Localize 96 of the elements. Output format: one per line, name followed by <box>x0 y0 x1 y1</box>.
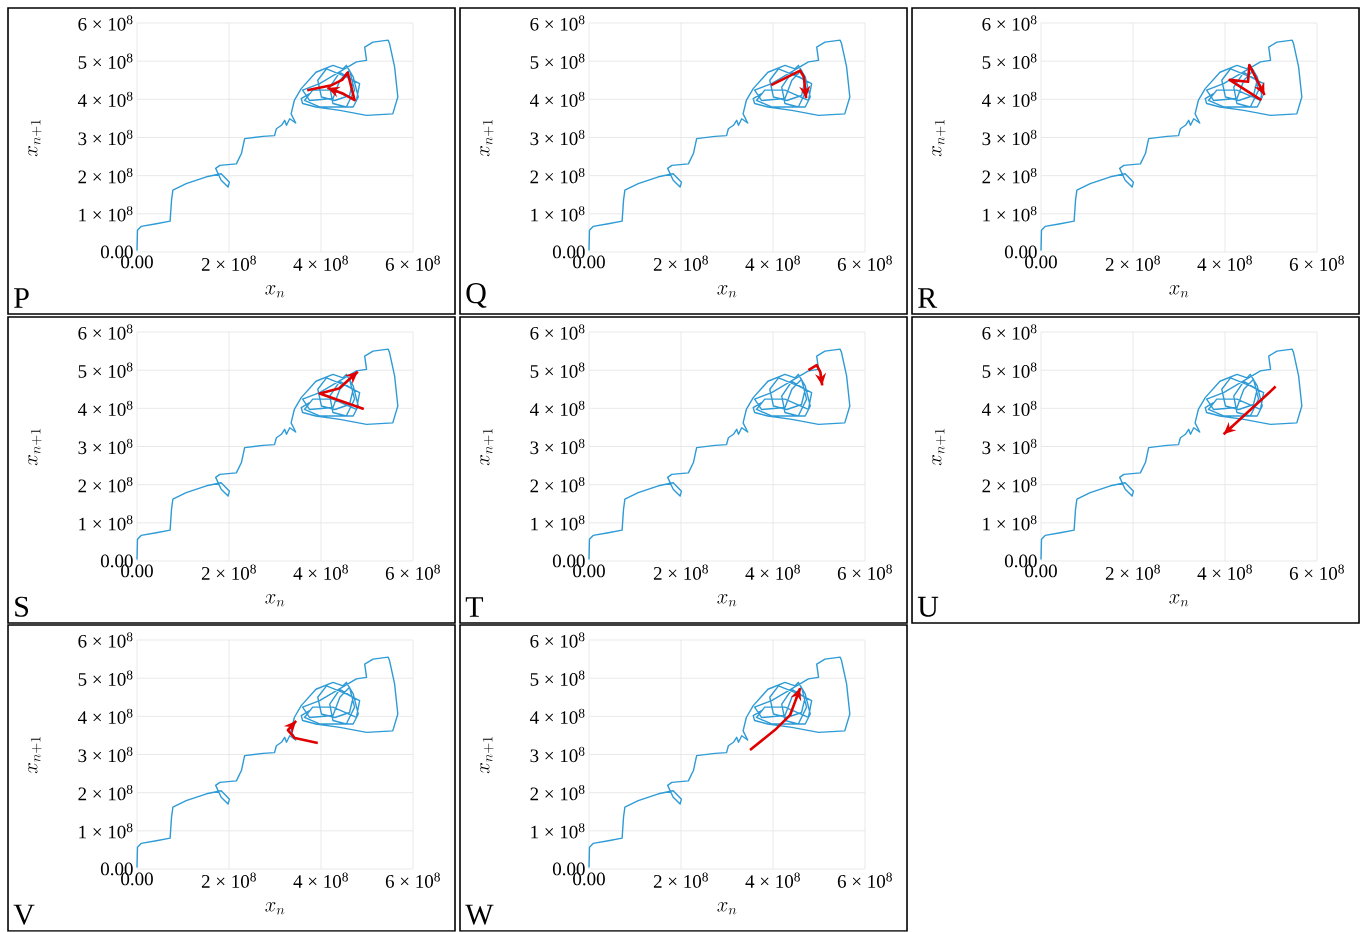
y-tick-label: 1 × 10$^{8}$ <box>79 515 133 531</box>
x-tick-label: 2 × 10$^{8}$ <box>201 564 256 580</box>
text: U <box>917 596 939 617</box>
y-axis-title: $x_{n+1}$ <box>480 429 494 466</box>
y-tick-label: 1 × 10$^{8}$ <box>531 823 585 839</box>
y-tick-label: 1 × 10$^{8}$ <box>79 206 133 222</box>
y-tick-label: 5 × 10$^{8}$ <box>982 53 1037 69</box>
y-tick-label: 3 × 10$^{8}$ <box>982 129 1037 146</box>
text: V <box>13 904 35 925</box>
x-axis-title: $x_n$ <box>717 594 737 607</box>
x-tick-label: 4 × 10$^{8}$ <box>1197 255 1252 271</box>
y-axis-title: $x_{n+1}$ <box>28 737 42 774</box>
y-tick-label: 6 × 10$^{8}$ <box>78 324 133 340</box>
y-tick-label: 2 × 10$^{8}$ <box>530 785 585 801</box>
y-axis-title: $x_{n+1}$ <box>28 120 42 157</box>
y-tick-label: 2 × 10$^{8}$ <box>530 168 585 184</box>
y-tick-label: 6 × 10$^{8}$ <box>530 632 585 648</box>
y-tick-label: 6 × 10$^{8}$ <box>78 15 133 31</box>
y-tick-label: 1 × 10$^{8}$ <box>531 515 585 531</box>
x-tick-label: 6 × 10$^{8}$ <box>385 872 440 888</box>
y-tick-label: 1 × 10$^{8}$ <box>79 823 133 839</box>
x-axis-title: $x_n$ <box>265 902 285 915</box>
x-tick-label: 2 × 10$^{8}$ <box>653 872 708 888</box>
y-tick-label: 3 × 10$^{8}$ <box>530 438 585 455</box>
y-axis-title: $x_{n+1}$ <box>480 120 494 157</box>
y-tick-label: 3 × 10$^{8}$ <box>982 438 1037 455</box>
text: R <box>918 288 938 308</box>
x-axis-title: $x_n$ <box>717 285 737 298</box>
y-tick-label: 1 × 10$^{8}$ <box>531 206 585 222</box>
text: S <box>15 596 29 617</box>
y-tick-label: 3 × 10$^{8}$ <box>78 438 133 455</box>
y-tick-label: 5 × 10$^{8}$ <box>530 362 585 378</box>
x-tick-label: 2 × 10$^{8}$ <box>1105 564 1160 580</box>
y-tick-label: 2 × 10$^{8}$ <box>982 477 1037 493</box>
y-tick-label: 4 × 10$^{8}$ <box>981 91 1037 108</box>
x-tick-label: 4 × 10$^{8}$ <box>293 564 348 580</box>
y-tick-label: 4 × 10$^{8}$ <box>981 400 1037 417</box>
y-tick-label: 1 × 10$^{8}$ <box>983 515 1037 531</box>
y-tick-label: 4 × 10$^{8}$ <box>77 91 133 108</box>
y-tick-label: 6 × 10$^{8}$ <box>530 15 585 31</box>
x-tick-label: 4 × 10$^{8}$ <box>745 564 800 580</box>
x-tick-label: 4 × 10$^{8}$ <box>745 255 800 271</box>
x-tick-label: 2 × 10$^{8}$ <box>653 255 708 271</box>
x-tick-label: 6 × 10$^{8}$ <box>837 564 892 580</box>
x-tick-label: 2 × 10$^{8}$ <box>201 872 256 888</box>
x-tick-label: 4 × 10$^{8}$ <box>293 872 348 888</box>
y-tick-label: 6 × 10$^{8}$ <box>982 324 1037 340</box>
text: T <box>465 597 484 617</box>
y-tick-label: 3 × 10$^{8}$ <box>530 129 585 146</box>
y-tick-label: 5 × 10$^{8}$ <box>78 670 133 686</box>
x-tick-label: 6 × 10$^{8}$ <box>837 872 892 888</box>
y-tick-label: 4 × 10$^{8}$ <box>77 708 133 725</box>
y-tick-label: 4 × 10$^{8}$ <box>529 91 585 108</box>
y-tick-label: 4 × 10$^{8}$ <box>529 708 585 725</box>
y-tick-label: 2 × 10$^{8}$ <box>982 168 1037 184</box>
x-tick-label: 2 × 10$^{8}$ <box>1105 255 1160 271</box>
x-tick-label: 6 × 10$^{8}$ <box>837 255 892 271</box>
text: P <box>14 288 29 308</box>
x-tick-label: 4 × 10$^{8}$ <box>745 872 800 888</box>
x-axis-title: $x_n$ <box>265 594 285 607</box>
y-tick-label: 5 × 10$^{8}$ <box>530 670 585 686</box>
x-tick-label: 2 × 10$^{8}$ <box>653 564 708 580</box>
x-tick-label: 6 × 10$^{8}$ <box>1289 255 1344 271</box>
y-axis-title: $x_{n+1}$ <box>28 429 42 466</box>
x-tick-label: 2 × 10$^{8}$ <box>201 255 256 271</box>
x-tick-label: 4 × 10$^{8}$ <box>293 255 348 271</box>
y-tick-label: 6 × 10$^{8}$ <box>982 15 1037 31</box>
y-axis-title: $x_{n+1}$ <box>932 120 946 157</box>
y-axis-title: $x_{n+1}$ <box>480 737 494 774</box>
y-tick-label: 5 × 10$^{8}$ <box>78 53 133 69</box>
x-axis-title: $x_n$ <box>265 285 285 298</box>
y-tick-label: 5 × 10$^{8}$ <box>530 53 585 69</box>
y-tick-label: 6 × 10$^{8}$ <box>78 632 133 648</box>
y-tick-label: 2 × 10$^{8}$ <box>78 477 133 493</box>
x-axis-title: $x_n$ <box>1169 594 1189 607</box>
y-tick-label: 1 × 10$^{8}$ <box>983 206 1037 222</box>
y-tick-label: 3 × 10$^{8}$ <box>530 746 585 763</box>
text: W <box>465 904 494 925</box>
y-tick-label: 4 × 10$^{8}$ <box>529 400 585 417</box>
y-tick-label: 5 × 10$^{8}$ <box>982 362 1037 378</box>
y-axis-title: $x_{n+1}$ <box>932 429 946 466</box>
x-tick-label: 6 × 10$^{8}$ <box>385 255 440 271</box>
x-tick-label: 6 × 10$^{8}$ <box>385 564 440 580</box>
x-axis-title: $x_n$ <box>717 902 737 915</box>
y-tick-label: 6 × 10$^{8}$ <box>530 324 585 340</box>
y-tick-label: 2 × 10$^{8}$ <box>78 168 133 184</box>
x-tick-label: 4 × 10$^{8}$ <box>1197 564 1252 580</box>
y-tick-label: 2 × 10$^{8}$ <box>78 785 133 801</box>
y-tick-label: 4 × 10$^{8}$ <box>77 400 133 417</box>
y-tick-label: 3 × 10$^{8}$ <box>78 746 133 763</box>
x-tick-label: 6 × 10$^{8}$ <box>1289 564 1344 580</box>
y-tick-label: 3 × 10$^{8}$ <box>78 129 133 146</box>
y-tick-label: 2 × 10$^{8}$ <box>530 477 585 493</box>
x-axis-title: $x_n$ <box>1169 285 1189 298</box>
text: Q <box>466 283 487 308</box>
y-tick-label: 5 × 10$^{8}$ <box>78 362 133 378</box>
